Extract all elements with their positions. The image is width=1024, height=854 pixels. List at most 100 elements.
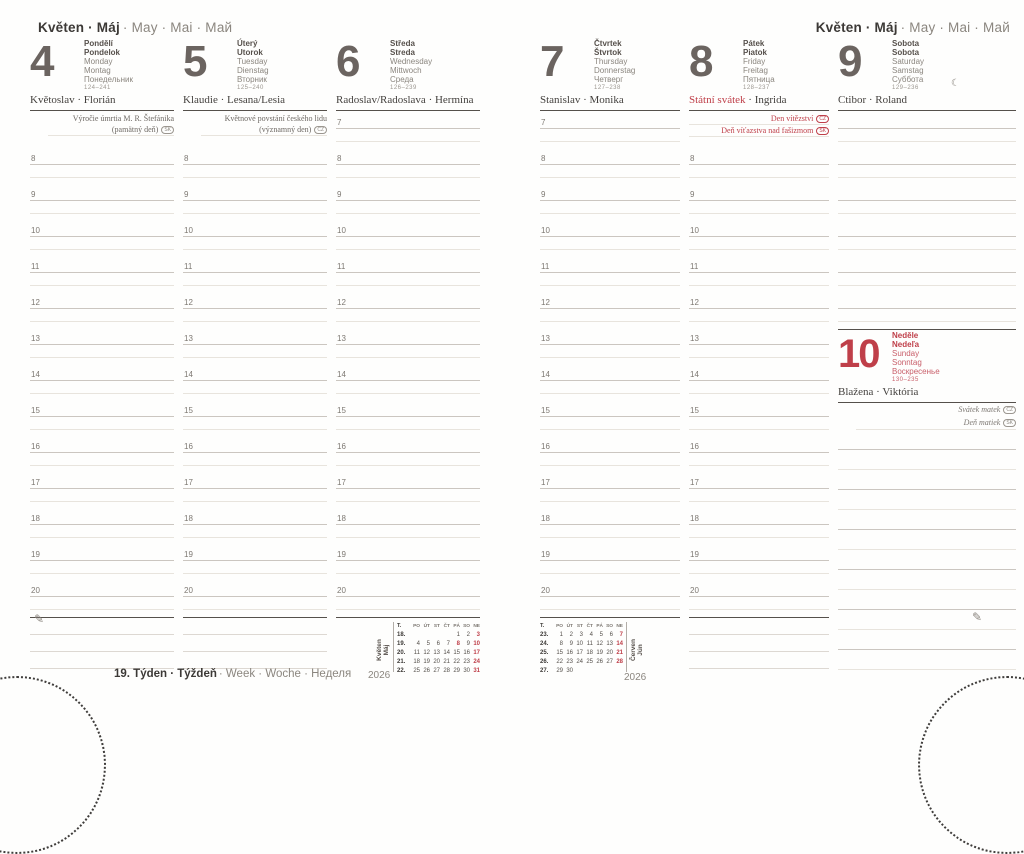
hour-slot (838, 293, 1016, 329)
hour-label-17: 17 (690, 478, 699, 487)
hour-slot: 20 (30, 581, 174, 617)
day-name: Воскресенье (892, 367, 940, 376)
mini-calendar-day: 27 (606, 659, 613, 665)
hour-slot: 19 (689, 545, 829, 581)
mini-calendar-day: 11 (586, 641, 593, 647)
hour-slot: 13 (336, 329, 480, 365)
hour-line: 15 (689, 401, 829, 417)
mini-calendar-day: 12 (596, 641, 603, 647)
country-badge: SK (161, 125, 174, 134)
hour-slot: 10 (689, 221, 829, 257)
nameday-row: Státní svátek · Ingrida (689, 94, 829, 111)
half-hour-line (336, 597, 480, 610)
holiday-note-text: Svátek matek (958, 405, 1001, 414)
hour-slot: 19 (540, 545, 680, 581)
hour-slot: 9 (540, 185, 680, 221)
day-name: Donnerstag (594, 66, 636, 75)
hour-slot: 13 (689, 329, 829, 365)
mini-calendar-day: 9 (466, 641, 470, 647)
nameday-row: Květoslav · Florián (30, 94, 174, 111)
hour-slot: 8 (30, 149, 174, 185)
hour-line: 20 (689, 581, 829, 597)
half-hour-line (689, 417, 829, 430)
hour-slot: 14 (30, 365, 174, 401)
mini-calendar-day (573, 667, 583, 676)
holiday-note: Deň víťazstva nad fašizmom SK (689, 125, 829, 137)
half-hour-line (689, 525, 829, 538)
notes-line (838, 570, 1016, 590)
mini-calendar-day: 13 (606, 641, 613, 647)
hour-line: 10 (540, 221, 680, 237)
mini-calendar-day: 17 (576, 650, 583, 656)
day-name: Utorok (237, 48, 263, 57)
day-header: 6 Středa Streda Wednesday Mittwoch Среда 126–2… (336, 38, 480, 94)
half-hour-line (540, 165, 680, 178)
half-hour-line (838, 309, 1016, 322)
mini-calendar-day (410, 631, 420, 640)
half-hour-line (183, 417, 327, 430)
hour-line: 17 (30, 473, 174, 489)
notes-line (689, 652, 829, 669)
day-number: 9 (838, 37, 862, 86)
hour-slot: 15 (183, 401, 327, 437)
month-header-secondary: · May · Mai · Май (900, 20, 1010, 35)
mini-calendar-day: 5 (426, 641, 430, 647)
week-number: 24. (540, 641, 549, 647)
hour-label-13: 13 (184, 334, 193, 343)
hour-grid: 7 8 9 10 11 12 13 14 15 16 17 18 19 20 (540, 113, 680, 618)
holiday-note-slot: Květnové povstání českého lidu (významný … (183, 113, 327, 149)
mini-calendar-week: 21. 18 19 20 21 22 23 24 (397, 658, 480, 667)
hour-slot: 19 (30, 545, 174, 581)
nameday-row: Radoslav/Radoslava · Hermína (336, 94, 480, 111)
holiday-note: (významný den) CZ (183, 124, 327, 135)
mini-calendar-day: 28 (443, 668, 450, 674)
hour-label-18: 18 (690, 514, 699, 523)
hour-label-15: 15 (31, 406, 40, 415)
hour-label-20: 20 (184, 586, 193, 595)
hour-slot: 12 (689, 293, 829, 329)
hour-slot: 16 (540, 437, 680, 473)
mini-calendar-table: T. PO ÚT ST ČT PÁ SO NE 23. 1 2 3 4 5 6 7 24. 8 9 10 11 12 13 1… (540, 621, 623, 676)
mini-calendar-week: 26. 22 23 24 25 26 27 28 (540, 658, 623, 667)
notes-line (838, 510, 1016, 530)
mini-calendar-month-label: Červen Jún (630, 621, 644, 673)
half-hour-line (540, 597, 680, 610)
day-name: Štvrtok (594, 48, 622, 57)
half-hour-line (30, 345, 174, 358)
notes-line (838, 590, 1016, 610)
half-hour-line (540, 561, 680, 574)
mini-calendar-day: 21 (616, 650, 623, 656)
hour-label-13: 13 (31, 334, 40, 343)
mini-calendar-header: T. PO ÚT ST ČT PÁ SO NE (397, 622, 480, 631)
day-name: Dienstag (237, 66, 269, 75)
half-hour-line (183, 165, 327, 178)
day-header: 10 Neděle Nedeľa Sunday Sonntag Воскресенье 13… (838, 330, 1016, 386)
hour-label-7: 7 (337, 118, 342, 127)
week-number: 27. (540, 668, 549, 674)
day-of-year: 129–236 (892, 85, 919, 91)
hour-line: 20 (183, 581, 327, 597)
hour-grid: Den vítězství CZ Deň víťazstva nad fašizmo… (689, 113, 829, 618)
notes-line (183, 618, 327, 635)
hour-line: 19 (183, 545, 327, 561)
half-hour-line (30, 201, 174, 214)
mini-calendar-day: 2 (466, 632, 470, 638)
mini-calendar-day: 18 (586, 650, 593, 656)
week-number: 23. (540, 632, 549, 638)
country-badge: CZ (1003, 405, 1016, 414)
half-hour-line (838, 165, 1016, 178)
mini-calendar-day: 8 (456, 641, 460, 647)
half-hour-line (336, 417, 480, 430)
month-header-primary: Květen · Máj (815, 20, 898, 35)
hour-line: 8 (689, 149, 829, 165)
half-hour-line (336, 525, 480, 538)
pencil-icon: ✎ (34, 612, 45, 626)
weekday-header: ST (433, 624, 440, 629)
hour-label-16: 16 (31, 442, 40, 451)
day-name: Sobota (892, 39, 920, 48)
hour-line: 13 (336, 329, 480, 345)
hour-label-13: 13 (541, 334, 550, 343)
day-of-year: 125–240 (237, 85, 264, 91)
hour-slot: 18 (183, 509, 327, 545)
day-name: Понедельник (84, 75, 133, 84)
